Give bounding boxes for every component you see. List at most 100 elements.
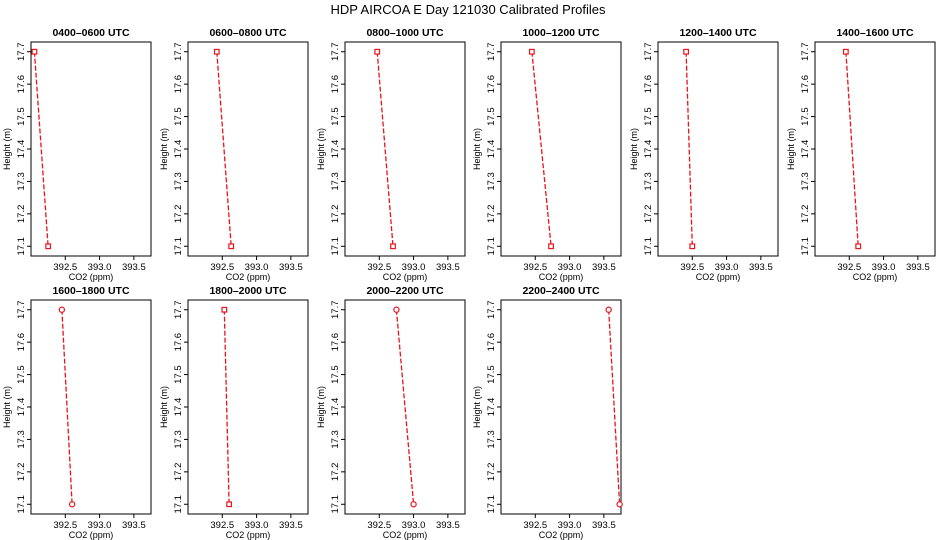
y-tick-label: 17.3 <box>330 430 341 449</box>
y-tick-label: 17.5 <box>486 365 497 384</box>
x-tick-label: 393.0 <box>245 520 269 531</box>
y-tick-label: 17.2 <box>643 205 654 224</box>
profile-line <box>33 51 49 247</box>
panel-title: 1200–1400 UTC <box>679 27 756 39</box>
data-point <box>31 48 38 55</box>
profile-line <box>223 309 230 505</box>
x-axis-label: CO2 (ppm) <box>226 530 271 540</box>
y-tick-label: 17.7 <box>800 42 811 61</box>
y-tick-label: 17.4 <box>16 140 27 159</box>
data-point <box>393 306 400 313</box>
profile-line <box>395 309 415 505</box>
panels-group: 0400–0600 UTC 392.5 393.0 393.5 17.1 17.2 17.3… <box>2 27 936 540</box>
panel-title: 1000–1200 UTC <box>522 27 599 39</box>
y-tick-label: 17.7 <box>173 300 184 319</box>
chart-panel: 0600–0800 UTC 392.5 393.0 393.5 17.1 17.2 17.3… <box>159 27 309 282</box>
x-tick-label: 393.5 <box>749 262 773 273</box>
y-tick-label: 17.5 <box>486 107 497 126</box>
profile-line <box>845 51 859 247</box>
chart-panel: 1200–1400 UTC 392.5 393.0 393.5 17.1 17.2 17.3… <box>629 27 779 282</box>
x-tick-label: 393.0 <box>715 262 739 273</box>
y-tick-label: 17.5 <box>16 365 27 384</box>
plot-frame <box>344 41 466 257</box>
x-tick-label: 393.0 <box>872 262 896 273</box>
x-axis-label: CO2 (ppm) <box>69 530 114 540</box>
plot-frame <box>657 41 779 257</box>
y-axis-label: Height (m) <box>159 386 169 428</box>
y-tick-label: 17.3 <box>486 172 497 191</box>
y-tick-label: 17.2 <box>173 463 184 482</box>
figure-title: HDP AIRCOA E Day 121030 Calibrated Profi… <box>330 2 606 17</box>
data-point <box>68 501 76 508</box>
chart-panel: 1800–2000 UTC 392.5 393.0 393.5 17.1 17.2 17.3… <box>159 285 309 540</box>
y-tick-label: 17.4 <box>486 140 497 159</box>
x-tick-label: 393.0 <box>88 520 112 531</box>
y-tick-label: 17.6 <box>330 75 341 94</box>
y-tick-label: 17.7 <box>173 42 184 61</box>
y-tick-label: 17.1 <box>173 237 184 256</box>
x-axis-label: CO2 (ppm) <box>539 272 584 282</box>
data-point <box>228 243 235 250</box>
y-tick-label: 17.4 <box>173 398 184 417</box>
data-point <box>213 48 220 55</box>
chart-panel: 1600–1800 UTC 392.5 393.0 393.5 17.1 17.2 17.3… <box>2 285 152 540</box>
x-tick-label: 392.5 <box>523 520 547 531</box>
y-tick-label: 17.2 <box>173 205 184 224</box>
x-tick-label: 393.5 <box>436 262 460 273</box>
data-point <box>605 306 612 313</box>
plot-frame <box>500 299 622 515</box>
data-point <box>374 48 381 55</box>
x-tick-label: 393.0 <box>402 262 426 273</box>
y-axis-label: Height (m) <box>316 128 326 170</box>
x-tick-label: 393.5 <box>122 262 146 273</box>
panel-title: 1600–1800 UTC <box>52 285 129 297</box>
y-tick-label: 17.7 <box>16 300 27 319</box>
y-tick-label: 17.3 <box>643 172 654 191</box>
y-tick-label: 17.2 <box>486 463 497 482</box>
y-tick-label: 17.1 <box>486 495 497 513</box>
panel-title: 1800–2000 UTC <box>209 285 286 297</box>
chart-panel: 2000–2200 UTC 392.5 393.0 393.5 17.1 17.2 17.3… <box>316 285 466 540</box>
data-point <box>390 243 396 250</box>
x-tick-label: 392.5 <box>367 262 391 273</box>
y-axis-label: Height (m) <box>472 128 482 170</box>
y-tick-label: 17.4 <box>330 140 341 159</box>
x-axis-label: CO2 (ppm) <box>226 272 271 282</box>
y-tick-label: 17.3 <box>16 430 27 449</box>
y-tick-label: 17.1 <box>16 495 27 513</box>
y-tick-label: 17.5 <box>330 107 341 126</box>
x-axis-label: CO2 (ppm) <box>69 272 114 282</box>
plot-frame <box>500 41 622 257</box>
panel-title: 0400–0600 UTC <box>52 27 129 39</box>
x-tick-label: 392.5 <box>680 262 704 273</box>
y-tick-label: 17.6 <box>330 333 341 352</box>
y-tick-label: 17.6 <box>16 333 27 352</box>
y-tick-label: 17.5 <box>173 107 184 126</box>
data-point <box>221 306 228 313</box>
panel-title: 0800–1000 UTC <box>366 27 443 39</box>
y-tick-label: 17.6 <box>16 75 27 94</box>
x-tick-label: 393.5 <box>436 520 460 531</box>
profile-line <box>531 51 552 247</box>
y-tick-label: 17.1 <box>330 237 341 256</box>
plot-frame <box>814 41 936 257</box>
y-tick-label: 17.7 <box>486 42 497 61</box>
y-tick-label: 17.6 <box>800 75 811 94</box>
x-tick-label: 393.0 <box>558 262 582 273</box>
y-tick-label: 17.3 <box>173 430 184 449</box>
y-tick-label: 17.1 <box>16 237 27 256</box>
y-tick-label: 17.1 <box>643 237 654 256</box>
y-tick-label: 17.5 <box>330 365 341 384</box>
y-tick-label: 17.7 <box>486 300 497 319</box>
y-tick-label: 17.5 <box>643 107 654 126</box>
plot-frame <box>30 299 152 515</box>
y-tick-label: 17.6 <box>173 75 184 94</box>
y-tick-label: 17.3 <box>330 172 341 191</box>
y-tick-label: 17.6 <box>643 75 654 94</box>
x-tick-label: 393.5 <box>279 262 303 273</box>
x-axis-label: CO2 (ppm) <box>696 272 741 282</box>
profile-line <box>61 309 73 505</box>
y-tick-label: 17.4 <box>643 140 654 159</box>
panel-title: 1400–1600 UTC <box>836 27 913 39</box>
